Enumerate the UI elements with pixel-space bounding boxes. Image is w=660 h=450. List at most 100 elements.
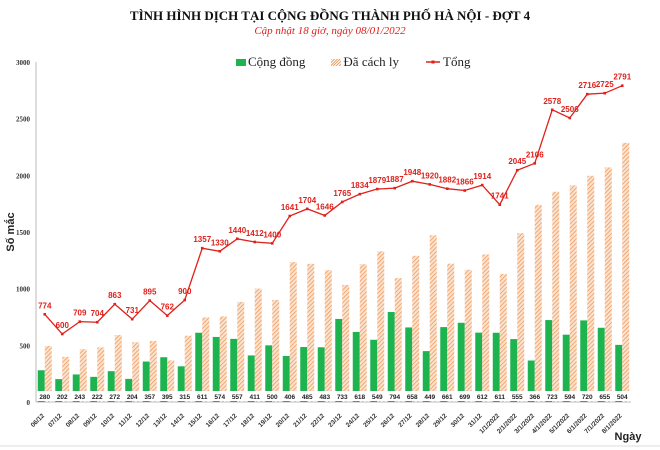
x-tick-label: 07/12 (47, 412, 64, 429)
total-value-label: 1765 (333, 189, 351, 198)
community-value-label: 549 (372, 394, 383, 401)
chart-title: TÌNH HÌNH DỊCH TẠI CỘNG ĐỒNG THÀNH PHỐ H… (129, 8, 531, 23)
bar-isolated (254, 288, 262, 402)
bar-isolated (97, 347, 105, 402)
community-value-label: 449 (424, 394, 435, 401)
y-axis-label: Số mắc (4, 212, 17, 251)
value-label-bg (54, 391, 71, 401)
bar-community (282, 355, 290, 402)
community-value-label: 661 (442, 394, 453, 401)
bar-isolated (552, 191, 560, 402)
total-point (340, 200, 344, 204)
x-tick-label: 24/12 (345, 412, 362, 429)
bar-isolated (447, 263, 455, 402)
value-label-bg (596, 391, 613, 401)
x-tick-label: 17/12 (222, 412, 239, 429)
value-label-bg (561, 391, 578, 401)
total-value-label: 2725 (596, 80, 614, 89)
x-tick-label: 23/12 (327, 412, 344, 429)
bar-community (142, 361, 150, 402)
bar-community (510, 339, 518, 402)
community-value-label: 594 (564, 394, 575, 401)
x-tick-label: 26/12 (380, 412, 397, 429)
bar-isolated (62, 356, 70, 402)
value-label-bg (194, 391, 211, 401)
total-value-label: 1834 (351, 181, 369, 190)
total-value-label: 762 (161, 303, 175, 312)
value-label-bg (509, 391, 526, 401)
total-value-label: 1412 (246, 229, 264, 238)
community-value-label: 557 (232, 394, 243, 401)
x-tick-label: 16/12 (205, 412, 222, 429)
total-value-label: 2106 (526, 150, 544, 159)
legend: Cộng đồng Đã cách ly Tổng (236, 54, 470, 70)
total-value-label: 1357 (193, 235, 211, 244)
total-value-label: 1741 (491, 192, 509, 201)
value-label-bg (176, 391, 193, 401)
bar-isolated (412, 255, 420, 402)
value-label-bg (526, 391, 543, 401)
bar-isolated (132, 342, 140, 402)
total-value-label: 1887 (386, 175, 404, 184)
total-point (43, 312, 47, 316)
bar-community (55, 379, 63, 402)
bar-community (212, 336, 220, 402)
bar-community (615, 344, 623, 402)
community-value-label: 357 (144, 394, 155, 401)
community-value-label: 733 (337, 394, 348, 401)
legend-label: Tổng (443, 54, 471, 69)
community-value-label: 723 (547, 394, 558, 401)
bar-isolated (202, 317, 210, 402)
total-point (498, 203, 502, 206)
value-label-bg (106, 391, 123, 401)
x-tick-label: 08/12 (65, 412, 82, 429)
total-value-label: 731 (126, 306, 140, 315)
total-value-label: 1866 (456, 178, 474, 187)
total-value-label: 1704 (298, 196, 316, 205)
total-value-label: 1920 (421, 171, 439, 180)
bar-isolated (149, 341, 157, 402)
value-label-bg (316, 391, 333, 401)
total-value-label: 600 (56, 321, 70, 330)
x-tick-label: 22/12 (310, 412, 327, 429)
legend-label: Đã cách ly (343, 54, 400, 69)
total-point (95, 320, 99, 324)
y-tick-label: 2500 (16, 116, 31, 124)
value-label-bg (124, 391, 141, 401)
total-value-label: 900 (178, 287, 192, 296)
bar-isolated (307, 263, 315, 402)
total-point (113, 302, 117, 306)
x-tick-label: 20/12 (275, 412, 292, 429)
x-tick-label: 29/12 (432, 412, 449, 429)
bar-isolated (622, 142, 630, 402)
bar-isolated (114, 335, 122, 402)
value-label-bg (421, 391, 438, 401)
x-tick-label: 25/12 (362, 412, 379, 429)
bar-isolated (604, 167, 612, 402)
y-tick-label: 1500 (16, 229, 31, 237)
bar-community (90, 376, 98, 402)
bar-community (405, 327, 413, 402)
bar-isolated (237, 301, 245, 402)
community-value-label: 366 (529, 394, 540, 401)
value-label-bg (36, 391, 53, 401)
total-point (148, 299, 152, 302)
community-value-label: 483 (319, 394, 330, 401)
community-value-label: 315 (179, 394, 190, 401)
community-value-label: 555 (512, 394, 523, 401)
bar-community (422, 351, 430, 402)
bar-community (317, 347, 325, 402)
total-value-label: 1914 (473, 172, 491, 181)
total-value-label: 704 (91, 309, 105, 318)
bar-community (335, 318, 343, 402)
y-tick-label: 0 (27, 399, 31, 407)
community-value-label: 202 (57, 394, 68, 401)
community-value-label: 411 (250, 394, 261, 401)
bar-isolated (289, 262, 297, 402)
bar-community (177, 366, 185, 402)
bar-community (597, 327, 605, 402)
total-point (428, 183, 432, 186)
value-label-bg (491, 391, 508, 401)
value-label-bg (474, 391, 491, 401)
total-point (410, 179, 414, 183)
